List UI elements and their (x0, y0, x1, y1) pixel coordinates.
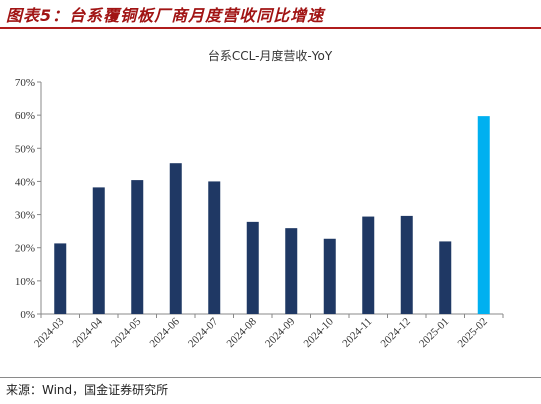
bar-2024-12 (400, 215, 413, 314)
y-tick-label: 50% (15, 143, 35, 155)
y-tick-label: 60% (15, 110, 35, 122)
y-tick-label: 20% (15, 243, 35, 255)
y-tick-label: 40% (15, 176, 35, 188)
x-tick-label: 2024-07 (186, 315, 221, 350)
bar-2024-03 (54, 243, 67, 314)
x-tick-label: 2025-02 (455, 316, 489, 350)
bar-chart: 台系CCL-月度营收-YoY 0% 10% 20% 30% 40% 50% 60% 70% 2… (15, 48, 504, 350)
chart-title: 台系CCL-月度营收-YoY (208, 48, 333, 63)
bar-2024-09 (285, 228, 298, 314)
bar-2024-06 (169, 163, 182, 314)
bar-2024-11 (362, 216, 375, 314)
x-tick-label: 2024-06 (147, 315, 182, 350)
bar-2025-01 (439, 241, 452, 314)
bars (54, 116, 490, 314)
bar-2024-08 (246, 221, 259, 314)
y-tick-label: 0% (20, 309, 35, 321)
x-tick-label: 2024-10 (301, 315, 336, 350)
x-tick-label: 2025-01 (417, 316, 451, 350)
bar-2024-04 (92, 187, 105, 314)
y-axis: 0% 10% 20% 30% 40% 50% 60% 70% (15, 77, 42, 321)
bar-2024-05 (131, 180, 144, 314)
x-axis: 2024-03 2024-04 2024-05 2024-06 2024-07 2024-… (32, 313, 504, 350)
x-tick-label: 2024-03 (32, 315, 67, 350)
y-tick-label: 10% (15, 276, 35, 288)
x-tick-label: 2024-09 (263, 315, 298, 350)
bar-2024-10 (323, 238, 336, 314)
x-tick-label: 2024-12 (378, 316, 412, 350)
figure-caption: 图表5：台系覆铜板厂商月度营收同比增速 (6, 6, 325, 25)
x-tick-label: 2024-04 (70, 315, 105, 350)
x-tick-label: 2024-08 (224, 315, 259, 350)
bar-2025-02 (477, 116, 490, 314)
x-tick-label: 2024-11 (340, 316, 374, 350)
source-note: 来源：Wind，国金证券研究所 (6, 383, 169, 397)
source-rule (0, 377, 541, 378)
x-tick-label: 2024-05 (109, 315, 144, 350)
y-tick-label: 70% (15, 77, 35, 89)
caption-rule (0, 27, 541, 29)
y-tick-label: 30% (15, 210, 35, 222)
bar-2024-07 (208, 181, 221, 314)
